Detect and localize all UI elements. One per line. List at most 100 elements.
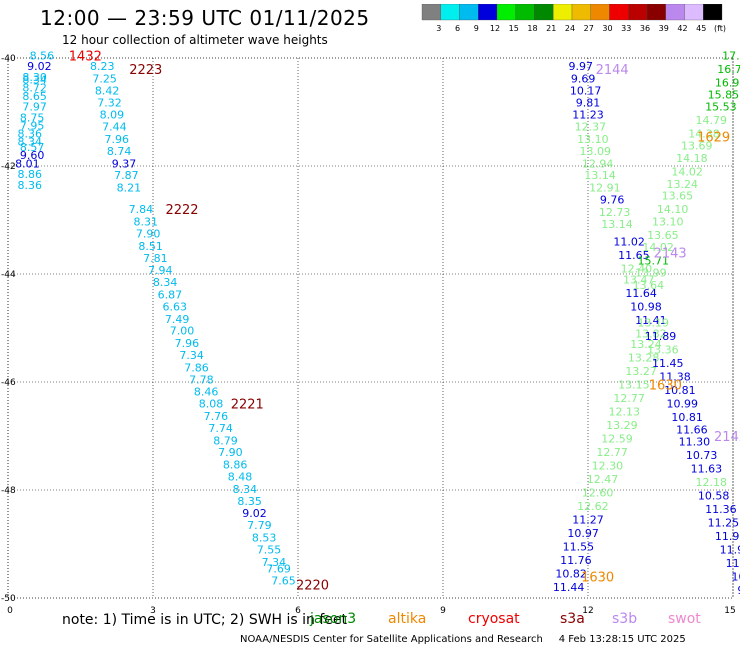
y-tick-label: -46 [1,378,16,388]
wave-height-value: 7.44 [102,121,127,134]
wave-height-value: 8.34 [22,74,47,87]
generated-timestamp: 4 Feb 13:28:15 UTC 2025 [558,634,686,645]
wave-height-value: 8.56 [30,49,55,62]
legend-item-s3a: s3a [560,611,585,627]
pass-number-label: 2143 [654,246,687,261]
wave-height-value: 10.73 [686,449,718,462]
wave-height-value: 7.79 [247,519,272,532]
wave-height-value: 14.02 [642,241,674,254]
wave-height-value: 13.14 [584,169,616,182]
wave-height-value: 12.62 [577,500,609,513]
wave-height-value: 10. [732,570,740,583]
wave-height-value: 11.41 [635,314,667,327]
x-tick-label: 0 [7,606,13,616]
wave-height-value: 8.51 [138,240,163,253]
y-tick-label: -40 [1,54,16,64]
wave-height-value: 12.37 [575,121,607,134]
wave-height-value: 8.34 [233,483,258,496]
wave-height-value: 8.79 [213,434,238,447]
pass-number-label: 2144 [596,63,629,78]
wave-height-value: 8.46 [194,386,219,399]
wave-height-value: 12.94 [582,157,614,170]
x-tick-label: 9 [440,606,446,616]
legend-item-cryosat: cryosat [468,611,520,627]
wave-height-value: 8.34 [18,136,43,149]
wave-height-value: 13.27 [625,365,657,378]
wave-height-value: 7.96 [175,337,200,350]
wave-height-value: 11.45 [652,357,684,370]
colorbar-tick: 24 [565,24,575,33]
colorbar-swatch [703,4,723,21]
wave-height-value: 9.76 [600,193,625,206]
wave-height-value: 11.65 [618,249,650,262]
wave-height-value: 10.81 [671,411,703,424]
pass-number-label: 2221 [231,398,264,413]
wave-height-value: 13.65 [662,190,694,203]
wave-height-value: 7.69 [266,562,291,575]
footer-note: note: 1) Time is in UTC; 2) SWH is in fe… [62,612,348,628]
wave-height-value: 11.94 [720,543,740,556]
credit-line: NOAA/NESDIS Center for Satellite Applica… [240,634,686,645]
y-tick-label: -44 [1,270,16,280]
wave-height-value: 13.69 [681,139,713,152]
pass-number-label: 1432 [69,49,102,64]
y-tick-label: -42 [1,162,16,172]
wave-height-value: 9.69 [571,73,596,86]
wave-height-value: 14.38 [688,128,720,141]
wave-height-value: 11.89 [645,330,677,343]
wave-height-value: 7.32 [97,96,122,109]
wave-height-value: 7.74 [208,422,233,435]
wave-height-value: 8.36 [18,179,43,192]
colorbar-tick: 27 [584,24,594,33]
x-tick-label: 3 [150,606,156,616]
wave-height-value: 6.63 [163,300,188,313]
wave-height-value: 11.63 [691,462,723,475]
wave-height-value: 13.19 [638,317,670,330]
wave-height-value: 13.24 [667,178,699,191]
wave-height-value: 13.47 [623,273,655,286]
wave-height-value: 9.37 [112,157,137,170]
wave-height-value: 9.81 [576,96,601,109]
wave-height-value: 13.09 [580,145,612,158]
wave-height-value: 14.10 [657,203,689,216]
legend-item-altika: altika [388,611,427,627]
wave-height-value: 13.14 [601,218,633,231]
pass-number-label: 2223 [129,63,162,78]
wave-height-value: 11.23 [572,109,604,122]
wave-height-value: 14.18 [676,152,708,165]
color-scale-legend: 3 6 9 12 15 18 21 24 27 30 33 36 39 42 45 (ft) [421,4,726,33]
chart-subtitle: 12 hour collection of altimeter wave hei… [62,33,328,47]
wave-height-value: 7.34 [179,349,204,362]
wave-height-value: 13.64 [633,279,665,292]
wave-height-value: 9.02 [242,507,267,520]
wave-height-value: 13.29 [606,419,638,432]
wave-height-value: 9.02 [27,60,52,73]
wave-height-value: 12.47 [587,473,619,486]
colorbar-tick: 21 [546,24,556,33]
wave-height-value: 8.75 [20,111,45,124]
wave-height-value: 15.53 [705,101,737,114]
wave-height-value: 17.04 [722,49,740,62]
wave-height-value: 12.30 [592,460,624,473]
wave-height-value: 10.17 [570,84,602,97]
wave-height-value: 8.86 [223,459,248,472]
y-tick-label: -50 [1,594,16,604]
colorbar-tick: 9 [474,24,479,33]
wave-height-value: 7.65 [271,575,296,588]
wave-height-value: 11.76 [560,554,592,567]
wave-height-value: 7.95 [20,120,45,133]
wave-height-value: 8.86 [18,168,43,181]
pass-number-label: 2220 [296,579,329,594]
wave-height-value: 8.57 [20,141,45,154]
colorbar-tick: 18 [527,24,537,33]
colorbar-tick: 33 [621,24,631,33]
colorbar-tick: 36 [640,24,650,33]
wave-height-value: 12.77 [596,446,628,459]
x-tick-label: 12 [582,606,593,616]
wave-height-value: 10.81 [664,384,696,397]
wave-height-value: 7.81 [143,252,168,265]
wave-height-value: 12.59 [601,433,633,446]
colorbar-tick: 12 [490,24,500,33]
wave-height-value: 11.64 [625,287,657,300]
